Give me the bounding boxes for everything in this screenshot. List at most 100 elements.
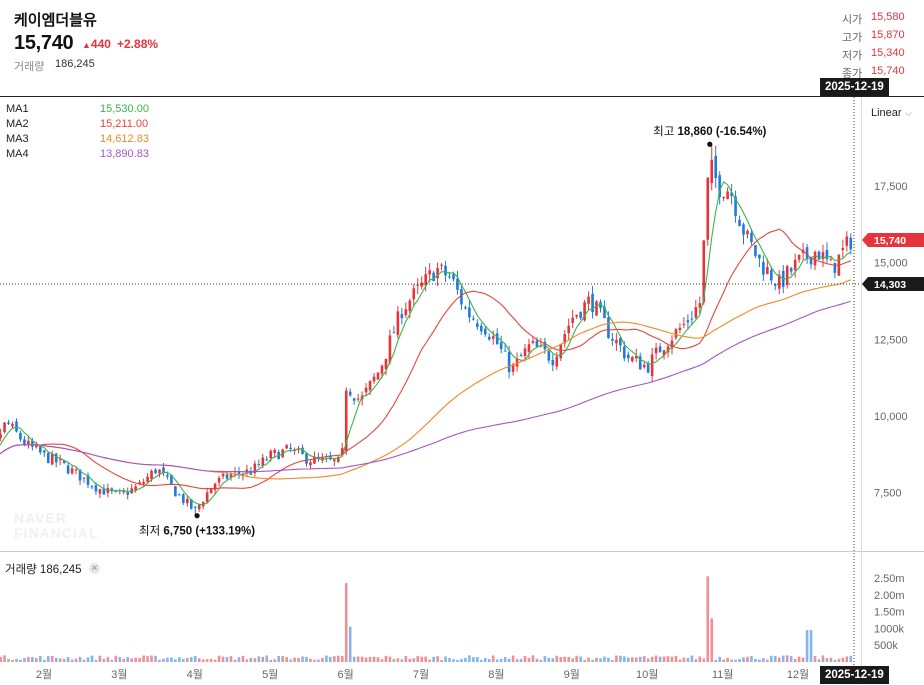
candle-body — [595, 301, 598, 316]
volume-bar — [0, 656, 2, 662]
candle-body — [845, 236, 849, 246]
candle-body — [547, 351, 551, 361]
candle-body — [785, 266, 789, 286]
volume-bar — [158, 659, 161, 662]
candle-body — [209, 488, 213, 494]
volume-bar — [35, 658, 38, 662]
volume-bar — [825, 658, 829, 662]
candle-body — [841, 248, 845, 251]
candle-body — [642, 364, 646, 368]
volume-bar — [237, 657, 241, 662]
candle-body — [217, 477, 221, 483]
ma-name: MA2 — [6, 118, 29, 130]
volume-bar — [670, 656, 674, 662]
candle-body — [15, 421, 18, 432]
candle-body — [333, 459, 336, 462]
ma-name: MA1 — [6, 103, 29, 115]
volume-bar — [654, 655, 658, 662]
volume-bar — [313, 659, 316, 662]
volume-bar — [678, 659, 682, 662]
candle-body — [710, 159, 714, 183]
volume-bar — [503, 656, 507, 662]
volume-bar — [46, 656, 50, 662]
volume-bar — [579, 656, 582, 662]
chevron-down-icon[interactable]: ⌵ — [905, 108, 912, 118]
volume-bar — [523, 656, 527, 662]
volume-bar — [650, 656, 654, 662]
volume-bar — [134, 657, 137, 662]
ma-line-ma3 — [0, 279, 851, 480]
volume-bar — [710, 618, 714, 662]
volume-bar — [114, 655, 118, 662]
volume-bar — [189, 657, 193, 662]
candle-body — [623, 346, 626, 359]
up-triangle-icon: ▲ — [82, 40, 91, 50]
volume-bar — [702, 658, 706, 662]
ma-name: MA4 — [6, 148, 29, 160]
volume-bar — [31, 657, 34, 662]
candle-body — [408, 300, 412, 311]
candle-body — [770, 270, 773, 281]
volume-bar — [499, 658, 503, 662]
candle-body — [11, 423, 14, 427]
candle-body — [734, 196, 737, 217]
volume-bar — [412, 658, 416, 662]
candle-body — [265, 459, 269, 461]
candle-body — [630, 357, 634, 362]
volume-bar — [352, 656, 356, 662]
volume-bar — [563, 656, 567, 662]
volume-bar — [785, 655, 789, 662]
x-tick-label: 2월 — [36, 668, 52, 681]
volume-bar — [444, 656, 447, 662]
volume-bar — [587, 657, 590, 662]
volume-tick-label: 500k — [874, 640, 898, 652]
candle-body — [356, 398, 360, 400]
close-icon[interactable]: ✕ — [89, 563, 100, 574]
volume-bar — [734, 659, 737, 662]
candle-body — [468, 307, 471, 318]
candle-body — [603, 306, 606, 319]
volume-bar — [110, 659, 114, 662]
candle-body — [654, 347, 658, 354]
volume-bar — [706, 576, 710, 662]
candle-body — [690, 318, 694, 320]
volume-bar — [464, 657, 467, 662]
volume-bar — [130, 658, 133, 662]
candle-body — [404, 309, 408, 316]
candle-body — [297, 448, 300, 450]
current-price-badge-bg — [862, 232, 924, 247]
volume-bar — [611, 659, 614, 662]
volume-bar — [634, 657, 638, 662]
candle-body — [591, 293, 594, 313]
candle-body — [777, 274, 781, 289]
volume-bar — [15, 658, 18, 662]
volume-bar — [495, 659, 499, 662]
candle-body — [762, 262, 765, 275]
scale-mode-button[interactable]: Linear — [871, 107, 902, 119]
candle-body — [126, 492, 130, 495]
volume-bar — [66, 656, 70, 662]
candle-body — [344, 390, 348, 452]
candle-body — [686, 320, 690, 323]
volume-bar — [567, 656, 571, 662]
candle-body — [559, 344, 563, 359]
volume-bar — [690, 655, 694, 662]
volume-bar — [781, 655, 785, 662]
volume-bar — [777, 657, 781, 662]
volume-bar — [348, 626, 352, 662]
volume-bar — [150, 655, 153, 662]
volume-bar — [833, 659, 837, 662]
volume-bar — [3, 655, 6, 662]
x-tick-label: 4월 — [187, 668, 203, 681]
volume-bar — [265, 655, 269, 662]
volume-bar — [174, 659, 177, 662]
volume-bar — [78, 656, 82, 662]
volume-bar — [186, 658, 189, 662]
x-tick-label: 7월 — [413, 668, 429, 681]
ohlc-label: 저가 — [842, 50, 863, 62]
candle-body — [396, 311, 400, 336]
candle-body — [452, 274, 455, 280]
current-price-badge: 15,740 — [874, 235, 906, 247]
candle-body — [372, 376, 376, 382]
